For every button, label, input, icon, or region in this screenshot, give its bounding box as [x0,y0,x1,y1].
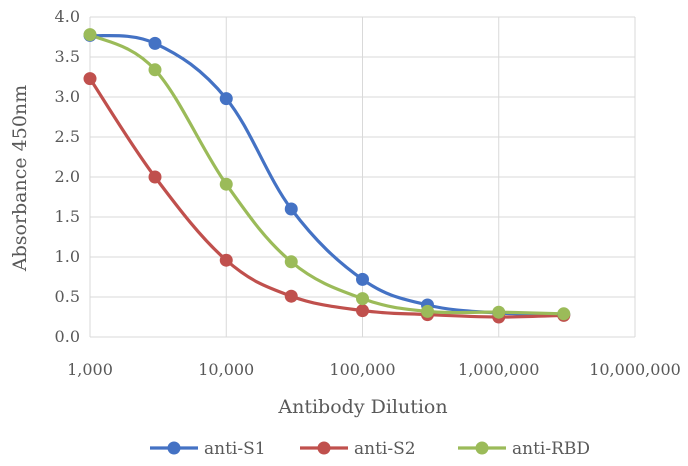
x-tick-label: 100,000 [329,360,395,379]
x-axis-ticks: 1,000 10,000 100,000 1,000,000 10,000,000 [67,360,681,379]
x-tick-label: 1,000,000 [458,360,539,379]
data-point-anti-RBD [421,304,435,318]
y-tick-label: 1.0 [55,247,80,266]
data-point-anti-RBD [557,307,571,321]
x-tick-label: 10,000 [198,360,254,379]
x-tick-label: 10,000,000 [589,360,681,379]
x-tick-label: 1,000 [67,360,113,379]
grid [89,16,636,338]
data-point-anti-RBD [492,305,506,319]
y-tick-label: 0.0 [55,327,80,346]
data-point-anti-S2 [356,304,369,318]
legend-marker [475,441,489,455]
data-point-anti-RBD [219,177,233,191]
y-tick-label: 3.0 [55,87,80,106]
y-axis-ticks: 0.0 0.5 1.0 1.5 2.0 2.5 3.0 3.5 4.0 [55,7,80,346]
legend-item-anti-S1: anti-S1 [150,439,266,459]
data-point-anti-S2 [284,289,298,303]
legend-label: anti-RBD [512,439,590,459]
legend-marker [317,441,331,455]
data-point-anti-S1 [219,92,233,106]
y-tick-label: 1.5 [55,207,80,226]
data-point-anti-S1 [148,36,162,50]
y-tick-label: 2.0 [55,167,80,186]
legend-label: anti-S2 [354,439,416,459]
data-point-anti-RBD [83,28,97,42]
legend-marker [167,441,181,455]
data-point-anti-S2 [148,170,162,184]
series-markers [83,28,571,324]
data-point-anti-RBD [148,63,162,77]
data-point-anti-S2 [219,253,233,267]
legend-item-anti-RBD: anti-RBD [458,439,590,459]
y-tick-label: 4.0 [55,7,80,26]
series-line-anti-S2 [88,77,566,319]
series-line-anti-RBD [88,33,566,316]
data-point-anti-RBD [284,255,298,269]
legend: anti-S1 anti-S2 anti-RBD [150,439,590,459]
x-axis-title: Antibody Dilution [277,396,447,418]
data-point-anti-S1 [356,272,369,286]
data-point-anti-RBD [356,292,369,306]
y-axis-title: Absorbance 450nm [9,85,31,272]
y-tick-label: 3.5 [55,47,80,66]
y-tick-label: 0.5 [55,287,80,306]
legend-item-anti-S2: anti-S2 [300,439,416,459]
y-tick-label: 2.5 [55,127,80,146]
data-point-anti-S2 [83,72,97,86]
data-point-anti-S1 [284,202,298,216]
legend-label: anti-S1 [204,439,266,459]
